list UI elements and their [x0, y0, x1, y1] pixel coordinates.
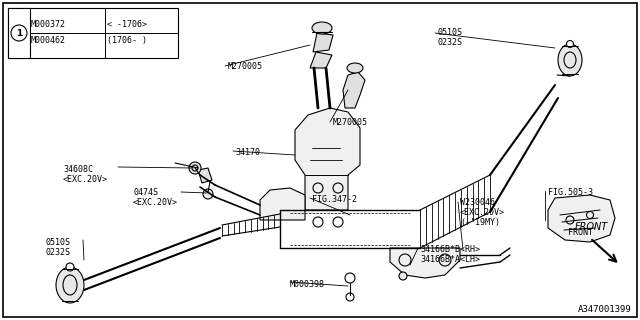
Circle shape: [11, 25, 27, 41]
Text: 1: 1: [16, 28, 22, 37]
Text: M000372: M000372: [31, 20, 66, 29]
Bar: [8, 8, 178, 58]
Ellipse shape: [312, 22, 332, 34]
Text: 0232S: 0232S: [437, 38, 462, 47]
Text: 34166B*B<RH>: 34166B*B<RH>: [420, 245, 480, 254]
Circle shape: [345, 273, 355, 283]
Text: (-'19MY): (-'19MY): [460, 218, 500, 227]
Text: FRONT: FRONT: [568, 228, 593, 237]
Text: 0510S: 0510S: [45, 238, 70, 247]
Text: 34608C: 34608C: [63, 165, 93, 174]
Text: <EXC.20V>: <EXC.20V>: [460, 208, 505, 217]
Circle shape: [566, 41, 573, 47]
Text: 0510S: 0510S: [437, 28, 462, 37]
Ellipse shape: [56, 267, 84, 303]
Text: FIG.347-2: FIG.347-2: [312, 195, 357, 204]
Text: (1706- ): (1706- ): [107, 36, 147, 45]
Polygon shape: [198, 168, 212, 183]
Text: M000462: M000462: [31, 36, 66, 45]
Text: 34166B*A<LH>: 34166B*A<LH>: [420, 255, 480, 264]
Ellipse shape: [558, 44, 582, 76]
Text: W230046: W230046: [460, 198, 495, 207]
Circle shape: [203, 189, 213, 199]
Text: <EXC.20V>: <EXC.20V>: [133, 198, 178, 207]
Polygon shape: [343, 72, 365, 108]
Circle shape: [66, 263, 74, 271]
Text: FIG.505-3: FIG.505-3: [548, 188, 593, 197]
Circle shape: [189, 162, 201, 174]
Polygon shape: [390, 248, 460, 278]
Bar: [8, 8, 30, 58]
Text: < -1706>: < -1706>: [107, 20, 147, 29]
Circle shape: [399, 272, 407, 280]
Text: FRONT: FRONT: [575, 222, 608, 232]
Polygon shape: [295, 108, 360, 210]
Polygon shape: [548, 195, 615, 242]
Text: <EXC.20V>: <EXC.20V>: [63, 175, 108, 184]
Ellipse shape: [347, 63, 363, 73]
Text: 34170: 34170: [235, 148, 260, 157]
Text: M270005: M270005: [228, 62, 263, 71]
Text: M270005: M270005: [333, 118, 368, 127]
Text: A347001399: A347001399: [579, 305, 632, 314]
Polygon shape: [313, 33, 333, 52]
Text: M000398: M000398: [290, 280, 325, 289]
Polygon shape: [260, 188, 305, 220]
Text: 0232S: 0232S: [45, 248, 70, 257]
Text: 0474S: 0474S: [133, 188, 158, 197]
Polygon shape: [310, 52, 332, 68]
